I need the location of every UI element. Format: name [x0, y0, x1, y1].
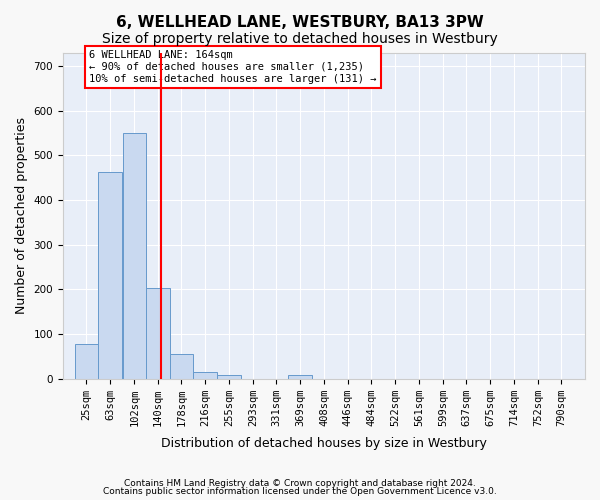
Text: 6 WELLHEAD LANE: 164sqm
← 90% of detached houses are smaller (1,235)
10% of semi: 6 WELLHEAD LANE: 164sqm ← 90% of detache…	[89, 50, 376, 84]
Text: Contains public sector information licensed under the Open Government Licence v3: Contains public sector information licen…	[103, 487, 497, 496]
Text: Contains HM Land Registry data © Crown copyright and database right 2024.: Contains HM Land Registry data © Crown c…	[124, 478, 476, 488]
Bar	[98, 172, 122, 378]
Bar	[146, 288, 170, 378]
Bar	[170, 354, 193, 378]
Bar	[74, 344, 98, 378]
Bar	[193, 372, 217, 378]
X-axis label: Distribution of detached houses by size in Westbury: Distribution of detached houses by size …	[161, 437, 487, 450]
Bar	[122, 133, 146, 378]
Bar	[217, 375, 241, 378]
Text: 6, WELLHEAD LANE, WESTBURY, BA13 3PW: 6, WELLHEAD LANE, WESTBURY, BA13 3PW	[116, 15, 484, 30]
Y-axis label: Number of detached properties: Number of detached properties	[15, 117, 28, 314]
Bar	[288, 375, 312, 378]
Text: Size of property relative to detached houses in Westbury: Size of property relative to detached ho…	[102, 32, 498, 46]
